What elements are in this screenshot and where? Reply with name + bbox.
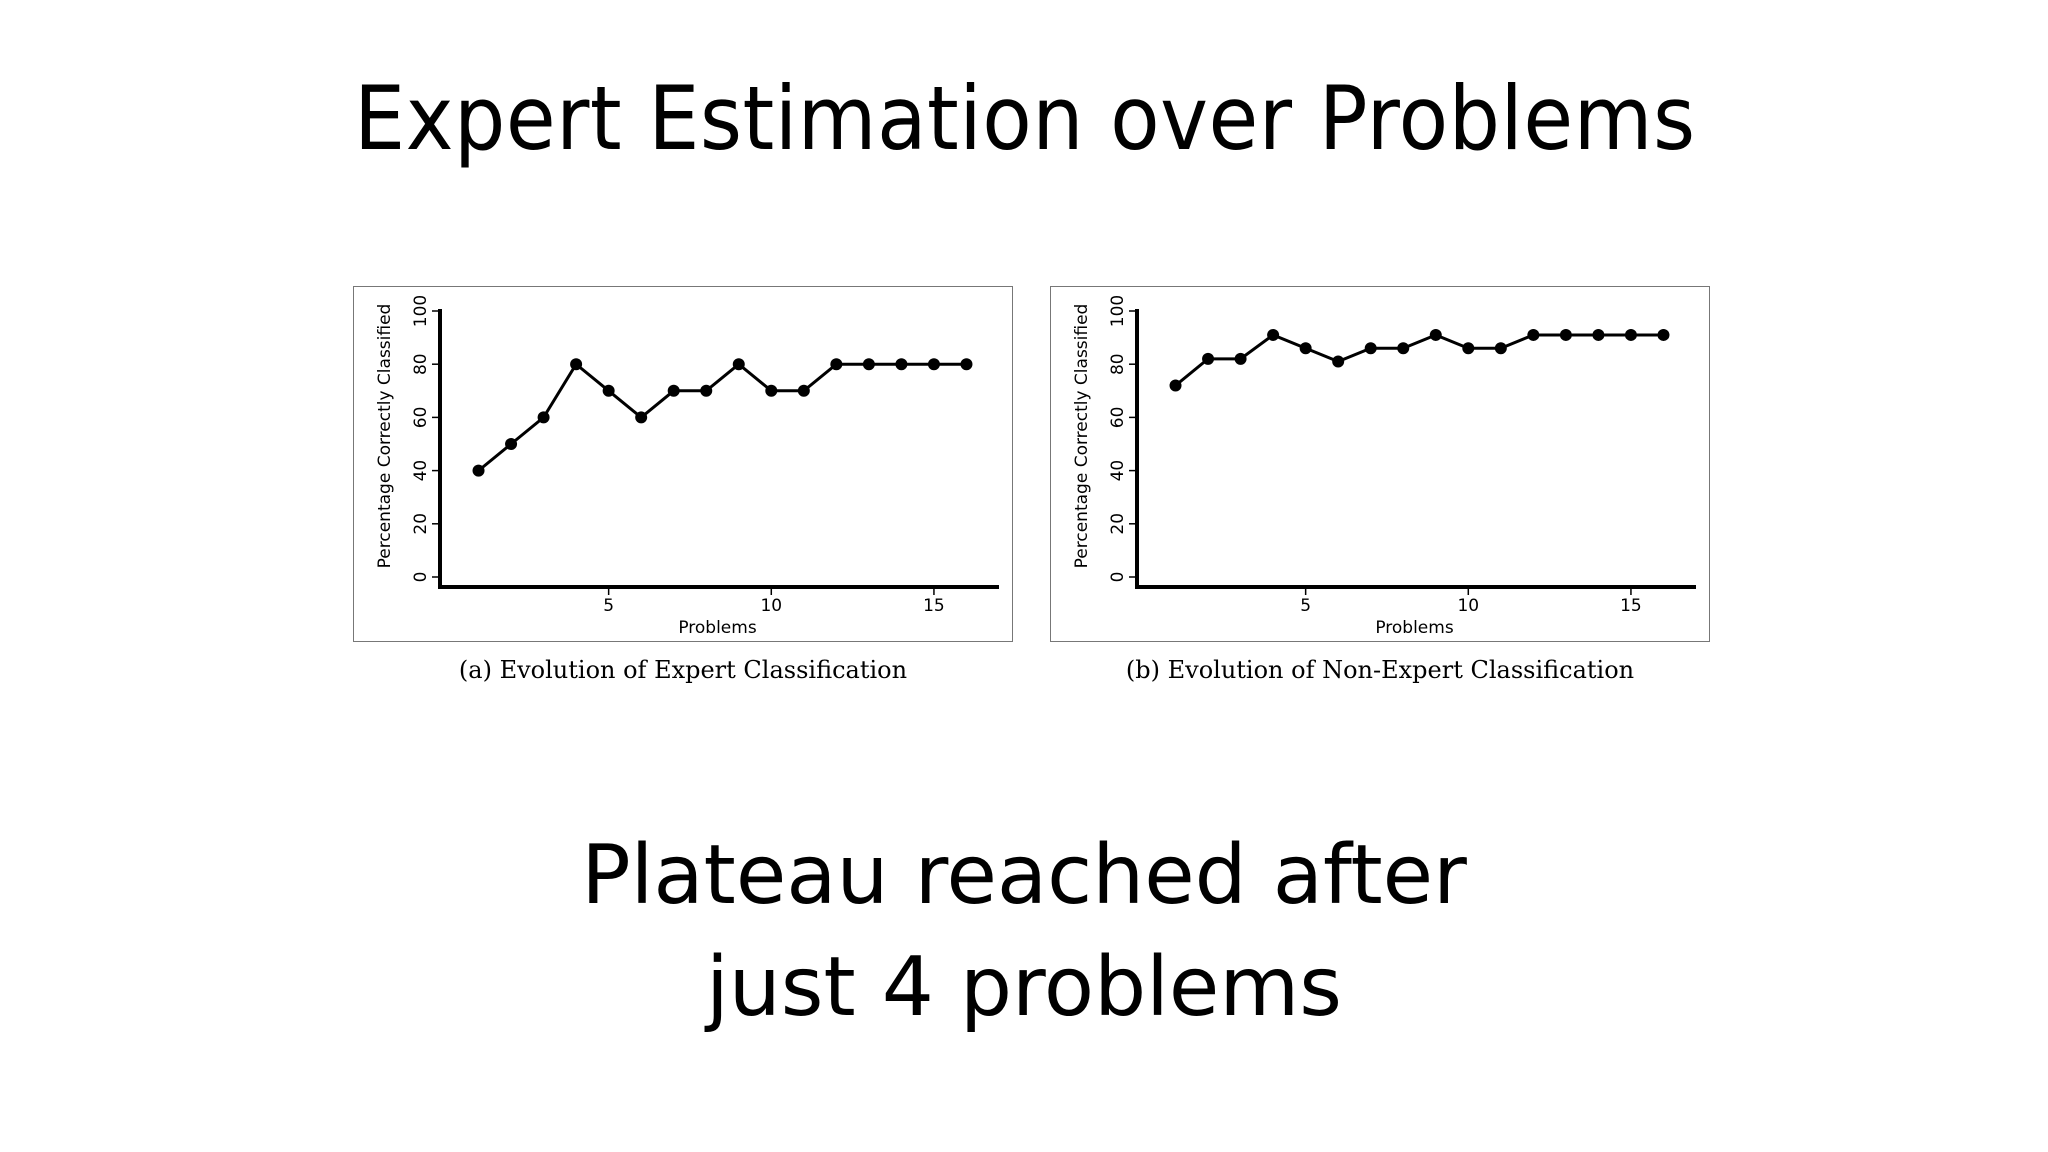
series-line — [477, 361, 967, 472]
data-point — [700, 384, 713, 397]
chart-caption-non-expert: (b) Evolution of Non-Expert Classificati… — [1125, 656, 1635, 684]
chart-non-expert-classification: 0 20 40 60 80 100 5 10 15 Problems Percentage Corr… — [1072, 295, 1696, 638]
takeaway-line-2: just 4 problems — [706, 940, 1342, 1035]
y-tick-label: 40 — [1108, 460, 1128, 482]
x-tick-label: 5 — [1300, 596, 1311, 616]
y-tick-label: 0 — [411, 572, 431, 583]
data-point — [1234, 352, 1247, 365]
data-point — [667, 384, 680, 397]
x-axis-title: Problems — [678, 618, 757, 638]
y-tick-label: 80 — [411, 353, 431, 375]
data-point — [862, 358, 875, 371]
data-point — [570, 358, 583, 371]
y-tick-label: 0 — [1108, 572, 1128, 583]
chart-panel-non-expert: 0 20 40 60 80 100 5 10 15 Problems Percentage Corr… — [1050, 286, 1710, 642]
data-point — [927, 358, 940, 371]
y-tick-label: 100 — [411, 295, 431, 327]
data-point — [1494, 342, 1507, 355]
data-point — [635, 411, 648, 424]
data-point — [1364, 342, 1377, 355]
data-point — [1527, 328, 1540, 341]
y-tick-label: 80 — [1108, 353, 1128, 375]
data-point — [895, 358, 908, 371]
data-point — [1624, 328, 1637, 341]
x-tick-label: 10 — [1457, 596, 1479, 616]
x-tick-label: 10 — [760, 596, 782, 616]
data-point — [830, 358, 843, 371]
x-tick-label: 5 — [603, 596, 614, 616]
y-tick-label: 60 — [411, 407, 431, 429]
data-point — [1397, 342, 1410, 355]
y-tick-label: 60 — [1108, 407, 1128, 429]
chart-panel-expert: 0 20 40 60 80 100 5 10 15 Problems Percentage Corr… — [353, 286, 1013, 642]
data-point — [1169, 379, 1182, 392]
x-tick-label: 15 — [923, 596, 945, 616]
data-point — [472, 464, 485, 477]
data-point — [537, 411, 550, 424]
data-point — [1267, 328, 1280, 341]
data-point — [732, 358, 745, 371]
data-point — [960, 358, 973, 371]
y-axis-title: Percentage Correctly Classified — [1072, 304, 1092, 569]
data-point — [1332, 355, 1345, 368]
data-point — [765, 384, 778, 397]
data-point — [505, 438, 518, 450]
y-tick-label: 20 — [1108, 513, 1128, 535]
chart-expert-classification: 0 20 40 60 80 100 5 10 15 Problems Percentage Corr… — [375, 295, 999, 638]
data-point — [1462, 342, 1475, 355]
data-point — [1657, 328, 1670, 341]
x-axis-title: Problems — [1375, 618, 1454, 638]
takeaway-text: Plateau reached after just 4 problems — [0, 820, 2048, 1044]
data-point — [1592, 328, 1605, 341]
y-tick-label: 100 — [1108, 295, 1128, 327]
x-tick-label: 15 — [1620, 596, 1642, 616]
data-point — [1299, 342, 1312, 355]
y-tick-label: 20 — [411, 513, 431, 535]
y-tick-label: 40 — [411, 460, 431, 482]
data-point — [602, 384, 615, 397]
data-point — [1202, 352, 1215, 365]
data-point — [1559, 328, 1572, 341]
y-axis-title: Percentage Correctly Classified — [375, 304, 395, 569]
data-point — [1429, 328, 1442, 341]
data-point — [797, 384, 810, 397]
takeaway-line-1: Plateau reached after — [581, 828, 1467, 923]
chart-caption-expert: (a) Evolution of Expert Classification — [458, 656, 908, 684]
slide-title: Expert Estimation over Problems — [354, 67, 1696, 170]
series-line — [1174, 333, 1664, 387]
